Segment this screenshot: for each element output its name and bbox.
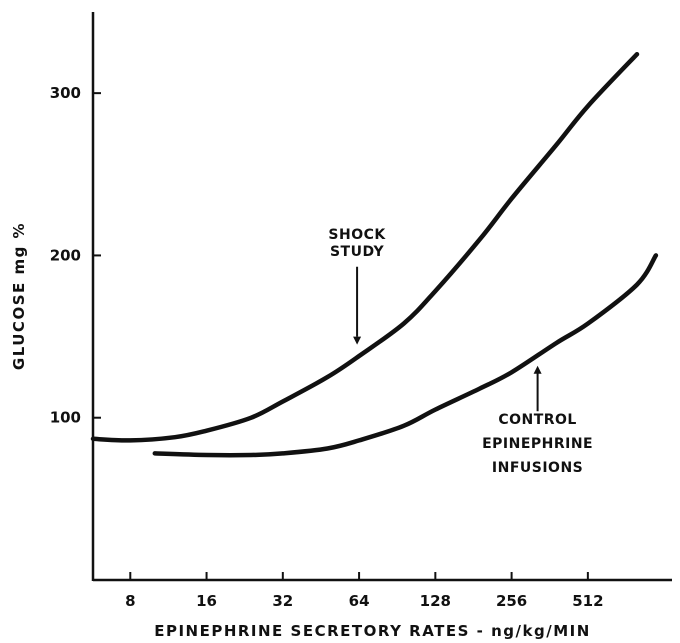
series-layer (90, 51, 659, 458)
y-axis-title: GLUCOSE mg % (10, 222, 28, 370)
annotation-control-text: CONTROL (498, 412, 577, 428)
y-tick-label: 200 (50, 246, 81, 264)
x-ticks: 8 16 32 64 128 256 512 (125, 572, 604, 610)
y-tick-label: 300 (50, 84, 81, 102)
x-tick-label: 8 (125, 592, 135, 610)
series-line-shock-study (90, 51, 640, 443)
y-tick-label: 100 (50, 409, 81, 427)
x-tick-label: 32 (272, 592, 293, 610)
annotation-shock-study-text: SHOCK (328, 227, 386, 243)
chart-axes (91, 12, 672, 582)
y-ticks: 100 200 300 (50, 84, 101, 427)
series-line-control-infusions (152, 253, 659, 458)
annotation-control-text: INFUSIONS (492, 460, 583, 476)
x-tick-label: 128 (420, 592, 451, 610)
x-tick-label: 64 (349, 592, 370, 610)
annotation-shock-arrowhead (353, 336, 362, 345)
x-tick-label: 512 (572, 592, 603, 610)
annotation-shock-study-text: STUDY (330, 244, 385, 260)
x-tick-label: 16 (196, 592, 217, 610)
annotation-control-arrowhead (533, 365, 542, 374)
x-tick-label: 256 (496, 592, 527, 610)
annotation-control-text: EPINEPHRINE (482, 436, 593, 452)
x-axis-title: EPINEPHRINE SECRETORY RATES - ng/kg/MIN (154, 622, 591, 640)
